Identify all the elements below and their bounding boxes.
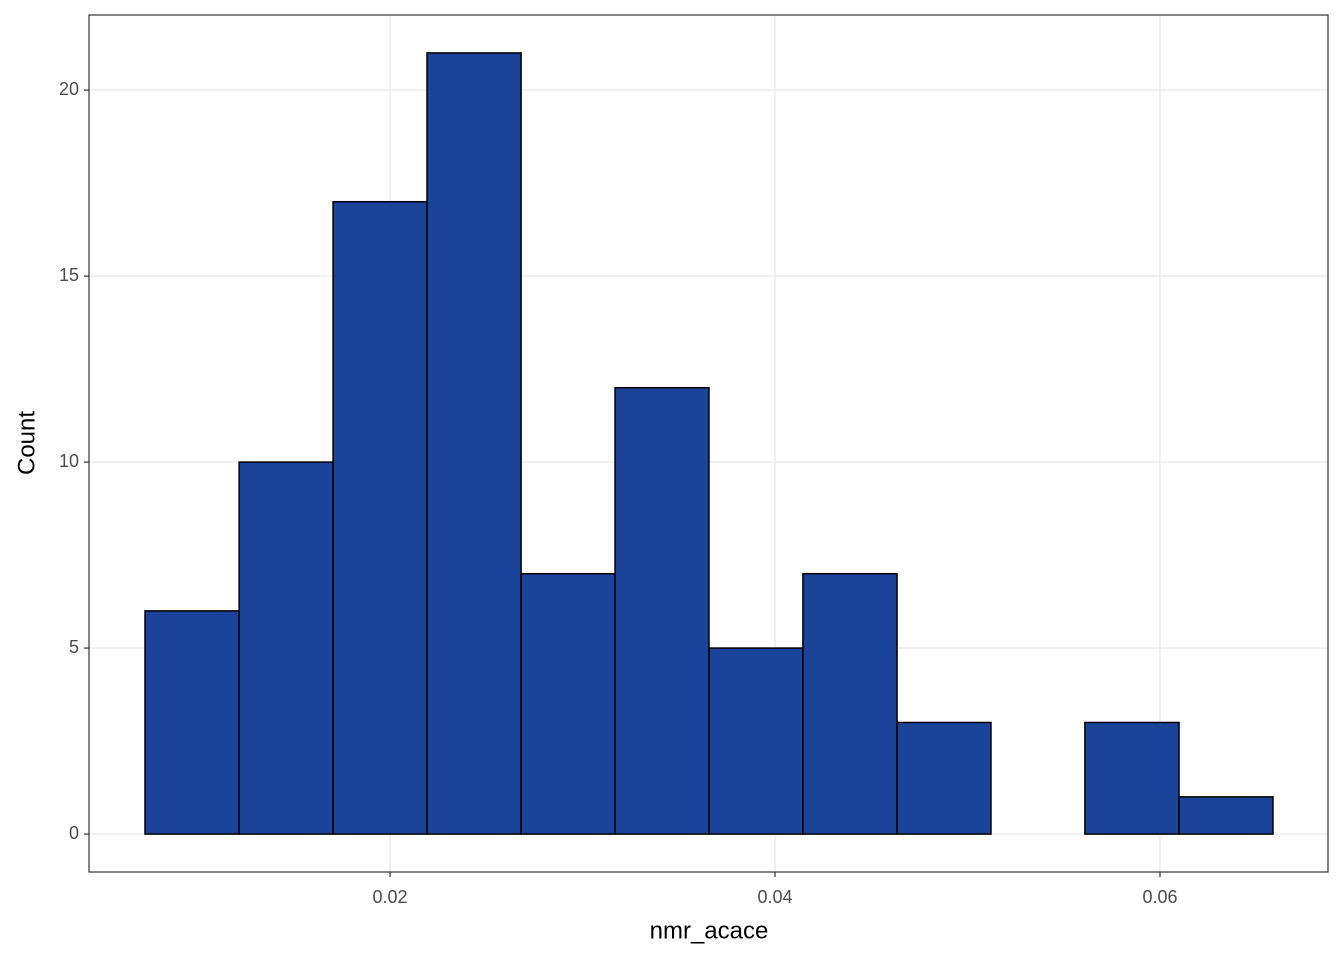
axes: 0 5 10 15 20 0.02 0.04 0.06	[59, 79, 1178, 907]
y-tick-label: 20	[59, 79, 79, 99]
bar	[332, 200, 428, 835]
y-tick-label: 0	[69, 823, 79, 843]
bar	[708, 647, 804, 835]
bar	[1084, 721, 1180, 835]
y-tick-label: 15	[59, 265, 79, 285]
x-tick-label: 0.02	[373, 887, 408, 907]
bar	[426, 52, 522, 835]
bar	[896, 721, 992, 835]
y-tick-label: 10	[59, 451, 79, 471]
bar	[802, 572, 898, 835]
bar	[238, 461, 334, 835]
x-tick-label: 0.06	[1142, 887, 1177, 907]
bar	[1178, 796, 1274, 835]
panel-border	[88, 14, 1329, 873]
bar	[144, 610, 240, 835]
x-tick-label: 0.04	[757, 887, 792, 907]
bar	[614, 386, 710, 835]
bars	[144, 52, 1274, 835]
bar	[520, 572, 616, 835]
x-axis-title: nmr_acace	[650, 917, 769, 944]
y-tick-label: 5	[69, 637, 79, 657]
y-axis-title: Count	[13, 411, 40, 475]
